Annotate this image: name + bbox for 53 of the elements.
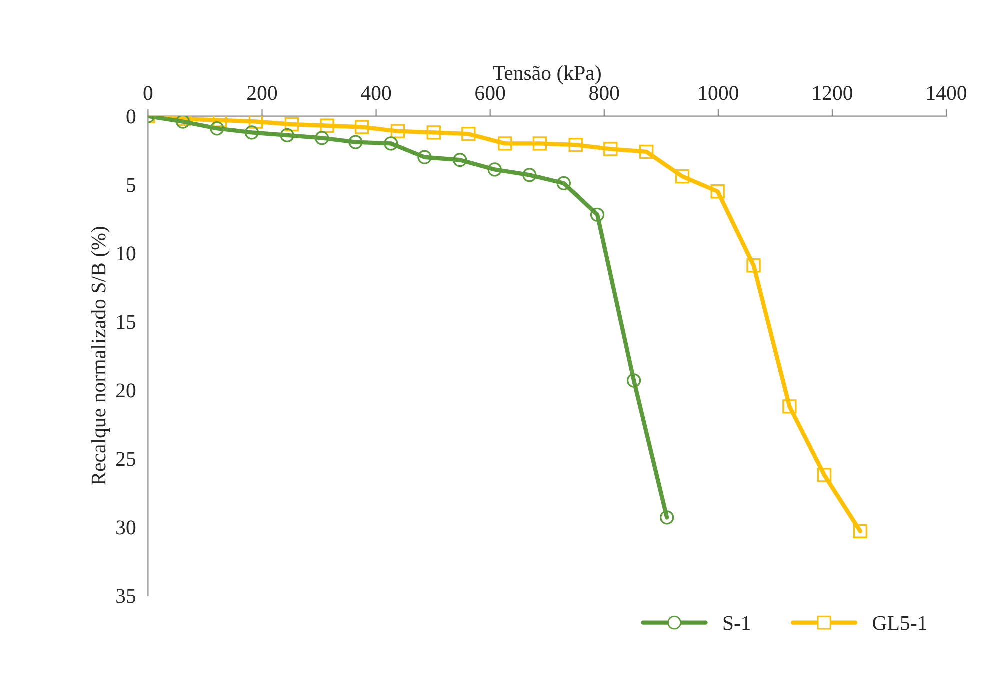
- point: [284, 117, 299, 132]
- point: [418, 150, 432, 164]
- y-tick-label: 25: [116, 452, 136, 466]
- y-tick-label: 20: [116, 384, 136, 398]
- point: [639, 144, 654, 159]
- x-tick-label: 800: [590, 86, 620, 100]
- point: [210, 122, 224, 136]
- legend-label: S-1: [724, 616, 750, 630]
- point: [498, 136, 512, 151]
- point: [746, 258, 761, 273]
- point: [853, 524, 868, 538]
- x-tick-label: 1400: [928, 86, 967, 100]
- point: [348, 135, 363, 150]
- point: [320, 118, 334, 133]
- point: [176, 116, 190, 129]
- point: [462, 127, 476, 142]
- y-tick-label: 35: [116, 589, 136, 604]
- point: [590, 208, 605, 222]
- y-tick-label: 30: [116, 520, 136, 535]
- point: [453, 153, 468, 168]
- point: [568, 138, 583, 152]
- point: [244, 126, 260, 140]
- point: [626, 374, 642, 388]
- x-tick-label: 200: [248, 86, 278, 100]
- x-tick-label: 1000: [699, 86, 738, 100]
- y-tick-label: 10: [117, 246, 136, 261]
- legend-label: GL5-1: [873, 616, 927, 630]
- point: [660, 510, 674, 525]
- y-tick-label: 15: [117, 315, 136, 330]
- point: [315, 131, 330, 146]
- point: [710, 184, 725, 199]
- point: [280, 128, 294, 143]
- point: [248, 116, 264, 129]
- point: [604, 142, 618, 156]
- y-tick-label: 0: [126, 110, 136, 124]
- x-tick-label: 400: [361, 86, 392, 100]
- point: [488, 162, 502, 177]
- point: [522, 168, 537, 182]
- y-axis-title: Recalque normalizado S/B (%): [91, 227, 110, 486]
- point: [782, 400, 797, 414]
- point: [556, 176, 571, 190]
- point: [390, 124, 406, 138]
- y-tick-label: 5: [127, 178, 136, 192]
- x-tick-label: 0: [144, 86, 153, 100]
- x-axis-title: Tensão (kPa): [493, 66, 601, 84]
- x-tick-label: 600: [476, 86, 506, 100]
- point: [354, 120, 370, 134]
- point: [384, 136, 398, 151]
- point: [426, 126, 441, 140]
- point: [532, 136, 548, 151]
- point: [817, 468, 832, 482]
- x-tick-label: 1200: [813, 86, 852, 100]
- point: [675, 169, 690, 184]
